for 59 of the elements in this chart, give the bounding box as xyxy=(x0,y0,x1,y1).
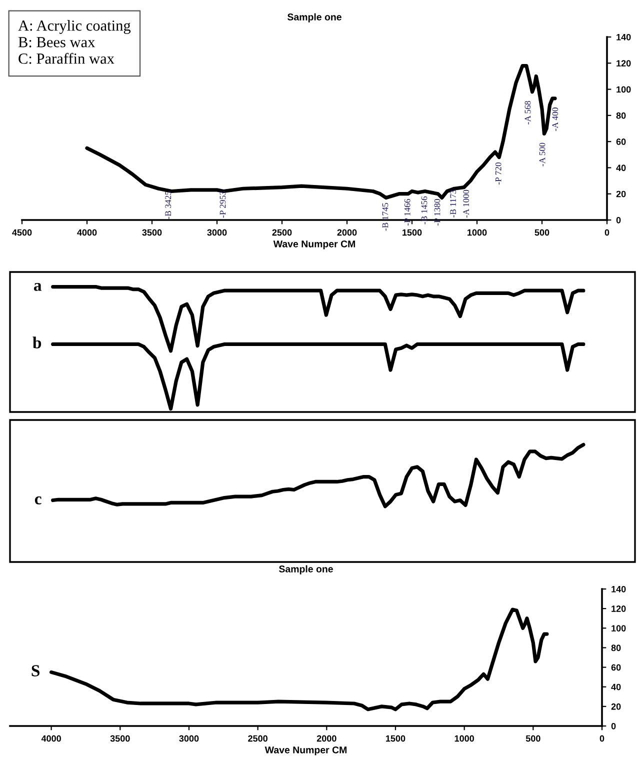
x-tick-label: 2000 xyxy=(337,229,357,236)
y-tick-label: 140 xyxy=(612,586,626,592)
y-tick-label: 20 xyxy=(616,190,626,198)
chart-title: Sample one xyxy=(287,13,342,22)
annotation: -A 400 xyxy=(552,108,558,131)
x-tick-label: 0 xyxy=(600,735,604,742)
annotation: -B 1173 xyxy=(450,190,456,218)
y-tick-label: 120 xyxy=(616,60,631,67)
x-axis-title: Wave Numper CM xyxy=(264,746,346,756)
y-tick-label: 80 xyxy=(611,644,621,652)
annotation: C: Paraffin wax xyxy=(18,52,114,64)
y-tick-label: 140 xyxy=(616,34,631,40)
annotation: -P 1380 xyxy=(434,199,440,226)
series-label: c xyxy=(34,496,42,504)
x-tick-label: 1000 xyxy=(454,735,474,742)
x-tick-label: 4000 xyxy=(41,735,61,742)
series-label: b xyxy=(32,336,42,348)
annotation: -B 1456 xyxy=(421,196,428,224)
line-series xyxy=(49,608,549,712)
x-tick-label: 2000 xyxy=(316,735,336,742)
x-tick-label: 1500 xyxy=(402,229,422,236)
x-tick-label: 500 xyxy=(534,229,550,236)
y-tick-label: 0 xyxy=(616,216,621,224)
annotation: -B 1745 xyxy=(382,202,388,231)
x-tick-label: 3500 xyxy=(142,229,162,236)
x-tick-label: 3000 xyxy=(179,735,199,742)
x-tick-label: 500 xyxy=(526,735,540,742)
y-tick-label: 80 xyxy=(616,112,626,119)
annotation: -A 1000 xyxy=(463,190,470,218)
annotation: -B 3425 xyxy=(165,191,172,219)
y-tick-label: 20 xyxy=(611,703,621,710)
text: A: Acrylic coating xyxy=(18,20,131,34)
annotation: -A 568 xyxy=(524,101,531,124)
x-axis-title: Wave Numper CM xyxy=(273,240,355,250)
x-tick-label: 4000 xyxy=(77,229,97,236)
y-tick-label: 40 xyxy=(611,684,621,690)
x-tick-label: 3000 xyxy=(207,229,227,236)
annotation: -P 2953 xyxy=(220,191,226,218)
annotation: -P 1466 xyxy=(404,198,410,226)
annotation: B: Bees wax xyxy=(18,37,96,48)
x-tick-label: 3500 xyxy=(110,735,130,742)
x-tick-label: 1500 xyxy=(386,735,406,742)
annotation: -A 500 xyxy=(539,142,546,166)
y-tick-label: 100 xyxy=(612,625,626,632)
y-tick-label: 120 xyxy=(612,606,626,612)
x-tick-label: 2500 xyxy=(248,735,268,742)
series-label: S xyxy=(32,665,40,676)
y-tick-label: 0 xyxy=(611,722,616,730)
annotation: -P 720 xyxy=(495,162,502,185)
y-tick-label: 60 xyxy=(616,138,626,145)
y-tick-label: 60 xyxy=(611,664,621,671)
x-tick-label: 1000 xyxy=(468,229,487,236)
x-tick-label: 2500 xyxy=(272,229,292,236)
y-tick-label: 100 xyxy=(616,86,631,93)
x-tick-label: 4500 xyxy=(12,229,32,236)
y-tick-label: 40 xyxy=(616,164,626,172)
series-label: a xyxy=(34,282,42,291)
chart-title: Sample one xyxy=(278,565,333,574)
x-tick-label: 0 xyxy=(604,229,610,236)
